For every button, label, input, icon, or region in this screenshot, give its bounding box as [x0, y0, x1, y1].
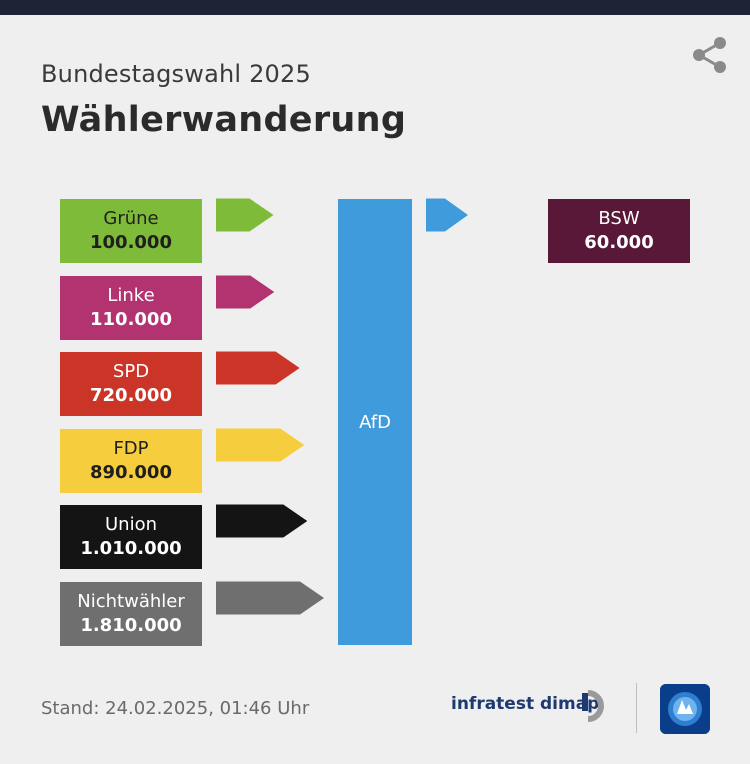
flow-arrow-nichtw-hler [216, 581, 324, 615]
party-name-label: FDP [113, 438, 149, 459]
party-name-label: Linke [107, 285, 155, 306]
target-bar-afd: AfD [338, 199, 412, 645]
flow-arrow-fdp [216, 428, 305, 462]
voter-flow-chart: AfD Grüne 100.000 Linke 110.000 SPD 720.000 FD… [60, 198, 690, 646]
party-name-label: Union [104, 514, 157, 535]
tagesschau-logo-icon [660, 684, 710, 734]
source-box-gr-ne: Grüne 100.000 [60, 199, 202, 263]
source-box-union: Union 1.010.000 [60, 505, 202, 569]
source-box-linke: Linke 110.000 [60, 276, 202, 340]
footer-divider [636, 683, 637, 733]
chart-subtitle: Bundestagswahl 2025 [41, 60, 311, 88]
chart-title: Wählerwanderung [41, 100, 407, 140]
flow-arrow-linke [216, 275, 275, 309]
source-box-nichtw-hler: Nichtwähler 1.810.000 [60, 582, 202, 646]
voter-count-label: 720.000 [90, 385, 172, 406]
voter-count-label: 110.000 [90, 309, 172, 330]
flow-arrow-gr-ne [216, 198, 274, 232]
source-box-fdp: FDP 890.000 [60, 429, 202, 493]
outflow-arrow-bsw [426, 198, 468, 232]
destination-box-bsw: BSW 60.000 [548, 199, 690, 263]
target-label: AfD [359, 411, 391, 433]
party-name-label: Grüne [103, 208, 159, 229]
voter-count-label: 1.810.000 [80, 615, 182, 636]
voter-count-label: 60.000 [584, 232, 654, 253]
party-name-label: SPD [112, 361, 150, 382]
party-name-label: BSW [598, 208, 640, 229]
party-name-label: Nichtwähler [77, 591, 185, 612]
voter-count-label: 100.000 [90, 232, 172, 253]
top-bar [0, 0, 750, 15]
source-brand: infratest dimap [451, 694, 600, 714]
infratest-logo-icon [582, 690, 604, 722]
voter-count-label: 890.000 [90, 462, 172, 483]
source-box-spd: SPD 720.000 [60, 352, 202, 416]
voter-count-label: 1.010.000 [80, 538, 182, 559]
timestamp: Stand: 24.02.2025, 01:46 Uhr [41, 698, 310, 719]
share-icon[interactable] [688, 35, 732, 75]
flow-arrow-union [216, 504, 308, 538]
flow-arrows [216, 198, 468, 615]
flow-arrow-spd [216, 351, 300, 385]
